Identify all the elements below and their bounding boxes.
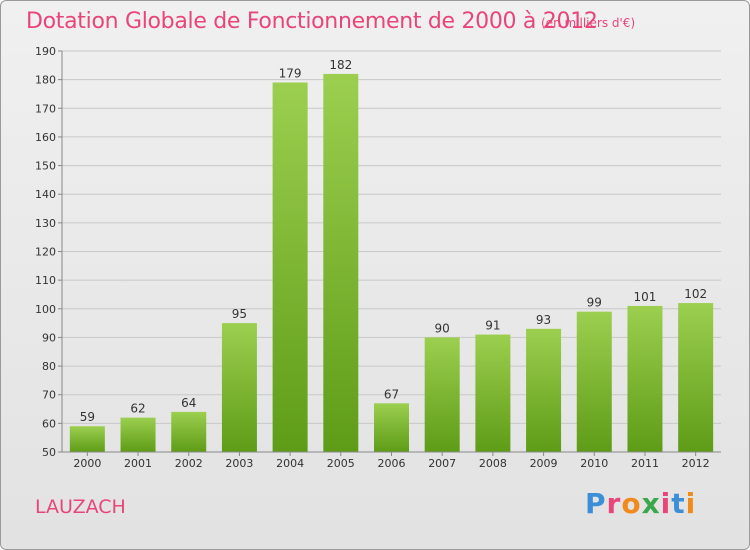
y-tick-label: 140 bbox=[35, 188, 56, 201]
proxiti-logo: Proxiti bbox=[585, 487, 696, 520]
bar bbox=[221, 323, 257, 452]
y-tick-label: 170 bbox=[35, 102, 56, 115]
bar bbox=[576, 311, 612, 452]
bar bbox=[272, 82, 308, 452]
data-label: 67 bbox=[384, 387, 399, 401]
x-tick-label: 2002 bbox=[175, 457, 203, 470]
data-label: 91 bbox=[485, 319, 500, 333]
x-tick-label: 2005 bbox=[327, 457, 355, 470]
labels: 50 60 70 80 90 100 110 120 130 140 150 160 170 180 190… bbox=[35, 45, 710, 470]
logo-letter: x bbox=[641, 487, 661, 520]
y-tick-label: 130 bbox=[35, 217, 56, 230]
y-tick-label: 90 bbox=[42, 331, 56, 344]
x-tick-label: 2010 bbox=[580, 457, 608, 470]
y-tick-label: 110 bbox=[35, 274, 56, 287]
chart-subtitle: (en milliers d'€) bbox=[541, 16, 636, 30]
data-label: 59 bbox=[80, 410, 95, 424]
y-tick-label: 150 bbox=[35, 160, 56, 173]
data-label: 102 bbox=[684, 287, 707, 301]
bar bbox=[526, 328, 562, 452]
data-label: 90 bbox=[435, 321, 450, 335]
bar bbox=[171, 411, 207, 452]
data-label: 179 bbox=[279, 67, 302, 81]
logo-letter: o bbox=[621, 487, 642, 520]
bars bbox=[69, 73, 714, 453]
y-tick-label: 100 bbox=[35, 303, 56, 316]
x-tick-label: 2008 bbox=[479, 457, 507, 470]
y-tick-label: 70 bbox=[42, 389, 56, 402]
bar bbox=[475, 334, 511, 452]
bar bbox=[627, 305, 663, 452]
x-tick-label: 2009 bbox=[530, 457, 558, 470]
bar bbox=[678, 303, 714, 452]
place-name: LAUZACH bbox=[35, 496, 126, 518]
data-label: 182 bbox=[329, 58, 352, 72]
bar bbox=[120, 417, 156, 452]
y-tick-label: 120 bbox=[35, 246, 56, 259]
y-tick-label: 160 bbox=[35, 131, 56, 144]
y-tick-label: 50 bbox=[42, 446, 56, 459]
y-tick-label: 190 bbox=[35, 45, 56, 58]
data-label: 64 bbox=[181, 396, 196, 410]
bar bbox=[69, 426, 105, 452]
y-tick-label: 180 bbox=[35, 74, 56, 87]
data-label: 62 bbox=[130, 402, 145, 416]
data-label: 95 bbox=[232, 307, 247, 321]
axes bbox=[58, 50, 721, 456]
x-tick-label: 2007 bbox=[428, 457, 456, 470]
data-label: 101 bbox=[634, 290, 657, 304]
bar bbox=[424, 337, 460, 452]
x-tick-label: 2001 bbox=[124, 457, 152, 470]
y-tick-label: 80 bbox=[42, 360, 56, 373]
x-tick-label: 2003 bbox=[225, 457, 253, 470]
x-tick-label: 2012 bbox=[682, 457, 710, 470]
x-tick-label: 2000 bbox=[73, 457, 101, 470]
x-tick-label: 2011 bbox=[631, 457, 659, 470]
bar bbox=[374, 403, 409, 452]
data-label: 93 bbox=[536, 313, 551, 327]
logo-letter: t bbox=[671, 487, 686, 520]
logo-letter: i bbox=[685, 487, 697, 520]
chart-title: Dotation Globale de Fonctionnement de 20… bbox=[26, 9, 598, 34]
x-tick-label: 2004 bbox=[276, 457, 304, 470]
logo-letter: r bbox=[606, 487, 622, 520]
logo-letter: i bbox=[660, 487, 672, 520]
y-tick-label: 60 bbox=[42, 417, 56, 430]
x-tick-label: 2006 bbox=[378, 457, 406, 470]
data-label: 99 bbox=[587, 296, 602, 310]
bar bbox=[323, 73, 359, 453]
logo-letter: P bbox=[585, 487, 607, 520]
